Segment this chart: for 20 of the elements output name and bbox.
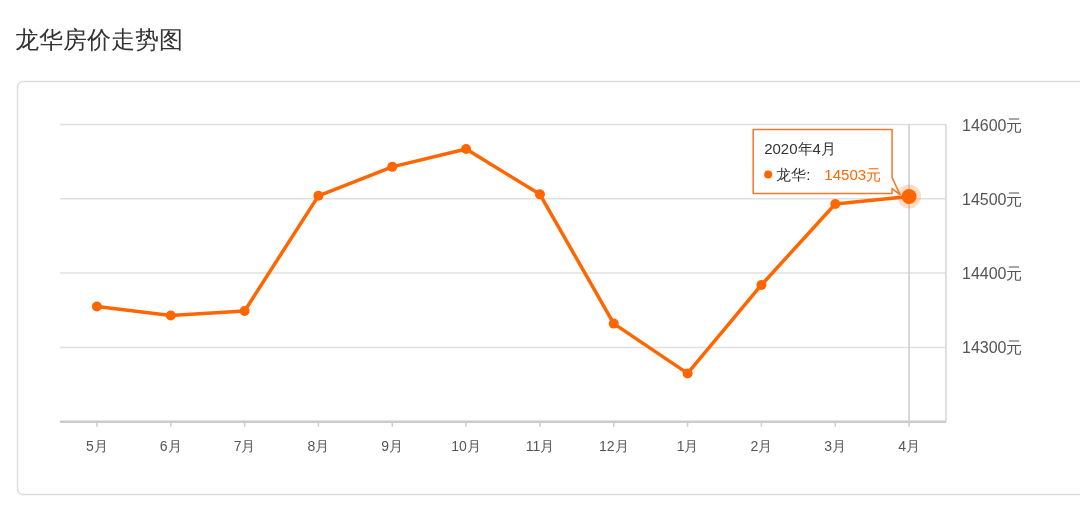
data-label: 14503元 (824, 165, 882, 183)
x-tick-label: 4月 (898, 437, 920, 454)
annotation: 2020年4月 (764, 139, 836, 157)
x-tick-label: 1月 (676, 437, 699, 454)
x-tick-label: 2月 (750, 437, 773, 454)
legend-label: 龙华: (776, 165, 811, 183)
x-tick-label: 11月 (525, 437, 555, 454)
x-tick-label: 12月 (598, 437, 629, 454)
x-tick-label: 6月 (159, 437, 182, 454)
y-tick-label: 14300元 (962, 338, 1023, 356)
y-tick-label: 14600元 (962, 116, 1023, 133)
x-tick-label: 10月 (451, 437, 481, 454)
x-tick-label: 8月 (307, 437, 330, 454)
y-tick-label: 14500元 (962, 190, 1023, 208)
x-tick-label: 9月 (381, 437, 404, 454)
y-tick-label: 14400元 (962, 264, 1023, 282)
x-tick-label: 3月 (824, 437, 847, 454)
x-tick-label: 5月 (86, 437, 108, 454)
x-tick-label: 7月 (233, 437, 256, 454)
title: 龙华房价走势图 (15, 26, 183, 53)
